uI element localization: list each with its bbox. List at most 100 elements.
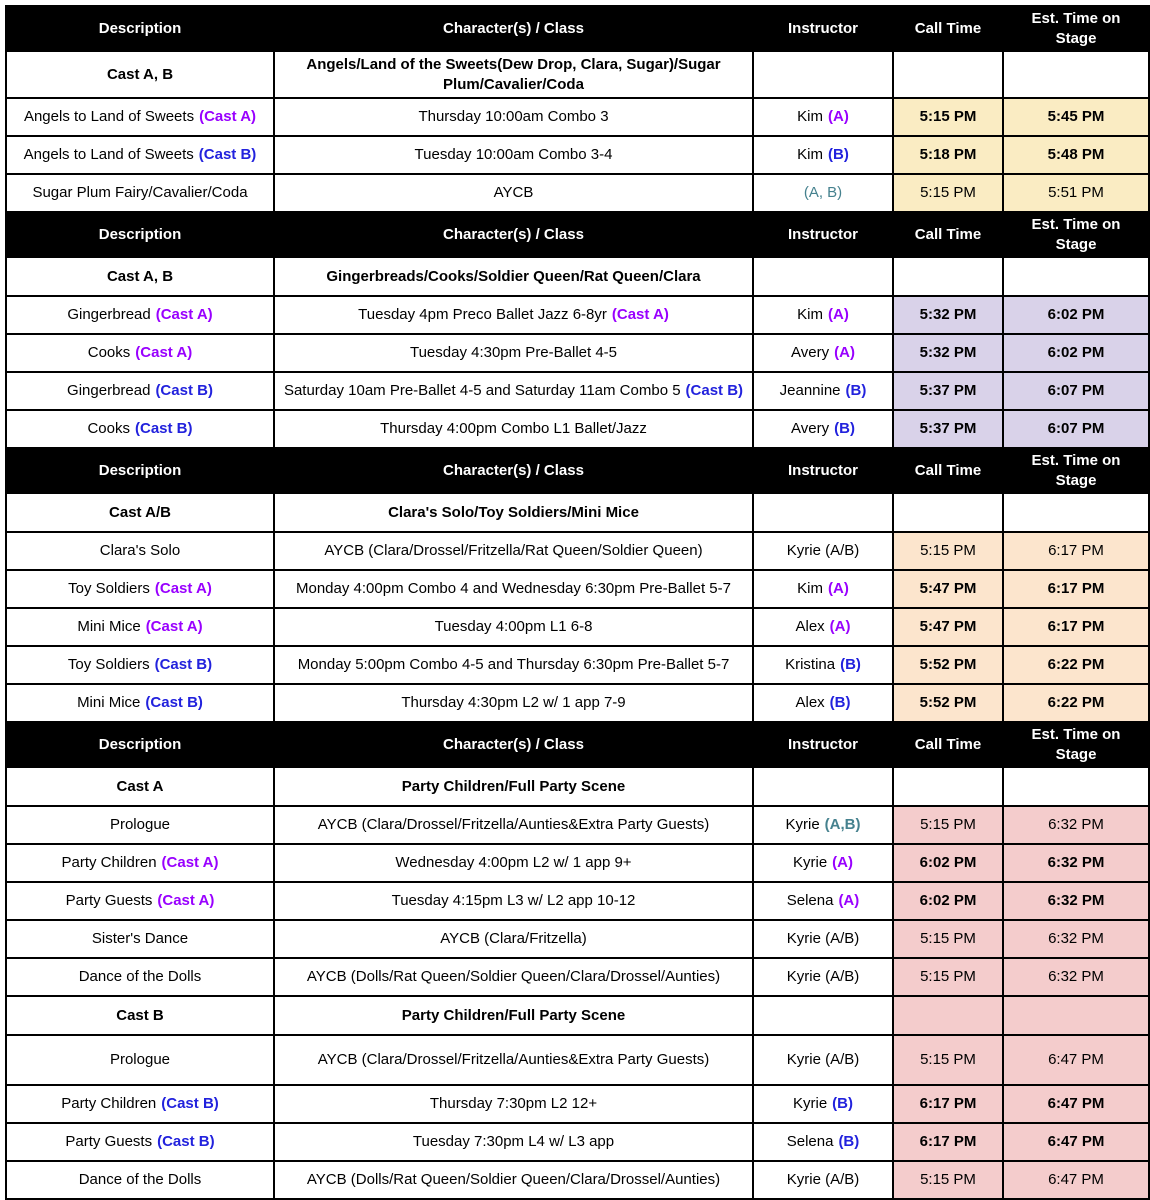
column-header-0: Description	[5, 5, 275, 52]
table-row: Dance of the Dolls AYCB (Dolls/Rat Queen/…	[5, 1160, 1150, 1200]
instructor-cell: Kyrie (A/B)	[752, 531, 894, 571]
instructor-name: Kyrie (A/B)	[786, 1051, 860, 1069]
call-time-value: 5:15 PM	[920, 930, 976, 948]
column-header-1: Character(s) / Class	[273, 5, 754, 52]
instructor-cell: Kim (B)	[752, 135, 894, 175]
instructor-cell: Avery (A)	[752, 333, 894, 373]
table-row: Mini Mice (Cast B) Thursday 4:30pm L2 w/ 1…	[5, 683, 1150, 723]
characters-cell: Monday 4:00pm Combo 4 and Wednesday 6:30…	[273, 569, 754, 609]
est-time-value: 6:22 PM	[1047, 694, 1105, 712]
cast-tag: (Cast A)	[157, 892, 215, 910]
description-cell: Dance of the Dolls	[5, 957, 275, 997]
est-time-cell	[1002, 256, 1150, 297]
instructor-cell: Alex (B)	[752, 683, 894, 723]
cast-characters-cell: Clara's Solo/Toy Soldiers/Mini Mice	[273, 492, 754, 533]
cell-text: Party Children	[61, 854, 157, 872]
cast-label-cell: Cast A	[5, 766, 275, 807]
characters-cell: Tuesday 4:00pm L1 6-8	[273, 607, 754, 647]
cast-tag: (Cast B)	[145, 694, 203, 712]
table-row: Clara's Solo AYCB (Clara/Drossel/Fritzell…	[5, 531, 1150, 571]
cast-tag: (Cast A)	[611, 306, 669, 324]
call-time-value: 5:15 PM	[920, 542, 976, 560]
description-cell: Angels to Land of Sweets (Cast B)	[5, 135, 275, 175]
cast-characters-cell: Party Children/Full Party Scene	[273, 766, 754, 807]
cast-tag: (Cast A)	[135, 344, 193, 362]
column-header-label: Call Time	[914, 19, 982, 37]
instructor-name: Selena	[786, 892, 834, 910]
cell-text: AYCB (Dolls/Rat Queen/Soldier Queen/Clar…	[306, 1171, 721, 1189]
description-cell: Party Children (Cast B)	[5, 1084, 275, 1124]
cast-characters: Clara's Solo/Toy Soldiers/Mini Mice	[388, 503, 639, 521]
call-time-value: 5:32 PM	[919, 344, 977, 362]
est-time-cell	[1002, 50, 1150, 99]
instructor-cell	[752, 256, 894, 297]
cell-text: Tuesday 7:30pm L4 w/ L3 app	[412, 1133, 615, 1151]
instructor-name: Jeannine	[779, 382, 841, 400]
est-time-cell: 6:07 PM	[1002, 409, 1150, 449]
cast-tag: (Cast B)	[685, 382, 744, 400]
column-header-3: Call Time	[892, 447, 1004, 494]
cell-text: Toy Soldiers	[67, 656, 150, 674]
est-time-cell: 6:22 PM	[1002, 645, 1150, 685]
description-cell: Toy Soldiers (Cast B)	[5, 645, 275, 685]
instructor-name: Kyrie	[792, 854, 828, 872]
call-time-cell: 5:15 PM	[892, 531, 1004, 571]
instructor-cell: Selena (B)	[752, 1122, 894, 1162]
instructor-cell: Kyrie (A)	[752, 843, 894, 883]
cast-label-row: Cast A Party Children/Full Party Scene	[5, 766, 1150, 807]
instructor-cell: Kim (A)	[752, 97, 894, 137]
cast-tag: (Cast A)	[199, 108, 257, 126]
est-time-value: 6:47 PM	[1048, 1171, 1104, 1189]
call-time-cell: 5:15 PM	[892, 919, 1004, 959]
call-time-value: 5:15 PM	[920, 1051, 976, 1069]
cast-label: Cast A	[116, 777, 164, 795]
est-time-value: 6:17 PM	[1048, 542, 1104, 560]
instructor-cast-tag: (A)	[828, 108, 849, 126]
column-header-3: Call Time	[892, 211, 1004, 258]
cast-tag: (Cast B)	[154, 656, 213, 674]
description-cell: Toy Soldiers (Cast A)	[5, 569, 275, 609]
call-time-cell: 6:02 PM	[892, 843, 1004, 883]
characters-cell: Saturday 10am Pre-Ballet 4-5 and Saturda…	[273, 371, 754, 411]
cell-text: Sugar Plum Fairy/Cavalier/Coda	[32, 184, 248, 202]
est-time-cell	[1002, 492, 1150, 533]
table-row: Angels to Land of Sweets (Cast A) Thursday…	[5, 97, 1150, 137]
instructor-name: Kristina	[785, 656, 836, 674]
est-time-cell: 6:07 PM	[1002, 371, 1150, 411]
cell-text: AYCB (Clara/Drossel/Fritzella/Aunties&Ex…	[317, 816, 710, 834]
instructor-name: Kyrie (A/B)	[786, 542, 860, 560]
call-time-value: 5:32 PM	[919, 306, 977, 324]
cell-text: Prologue	[109, 1051, 171, 1069]
est-time-value: 6:32 PM	[1048, 816, 1104, 834]
characters-cell: Tuesday 4:30pm Pre-Ballet 4-5	[273, 333, 754, 373]
cell-text: Angels to Land of Sweets	[23, 108, 195, 126]
est-time-cell: 6:17 PM	[1002, 607, 1150, 647]
est-time-value: 6:47 PM	[1047, 1095, 1105, 1113]
instructor-cell: Kyrie (A/B)	[752, 957, 894, 997]
call-time-cell: 5:32 PM	[892, 333, 1004, 373]
est-time-cell: 6:32 PM	[1002, 957, 1150, 997]
call-time-cell: 5:47 PM	[892, 569, 1004, 609]
call-time-cell: 6:17 PM	[892, 1084, 1004, 1124]
instructor-name: Alex	[795, 694, 825, 712]
cell-text: AYCB (Dolls/Rat Queen/Soldier Queen/Clar…	[306, 968, 721, 986]
cell-text: Party Guests	[65, 892, 153, 910]
call-time-cell	[892, 995, 1004, 1036]
column-header-label: Instructor	[787, 461, 858, 479]
cast-label: Cast A, B	[106, 267, 174, 285]
instructor-cell: Avery (B)	[752, 409, 894, 449]
cell-text: Prologue	[109, 816, 171, 834]
cast-characters: Angels/Land of the Sweets(Dew Drop, Clar…	[306, 56, 721, 93]
cast-characters: Party Children/Full Party Scene	[401, 777, 626, 795]
cast-label-cell: Cast A, B	[5, 50, 275, 99]
est-time-cell: 6:32 PM	[1002, 919, 1150, 959]
instructor-cast-tag: (B)	[845, 382, 867, 400]
table-row: Party Guests (Cast A) Tuesday 4:15pm L3 w/…	[5, 881, 1150, 921]
call-time-cell: 5:37 PM	[892, 409, 1004, 449]
instructor-name: Kim	[797, 306, 823, 324]
call-time-value: 5:47 PM	[919, 580, 977, 598]
column-header-4: Est. Time on Stage	[1002, 447, 1150, 494]
cell-text: Party Children	[61, 1095, 157, 1113]
call-time-cell	[892, 492, 1004, 533]
est-time-value: 6:32 PM	[1048, 930, 1104, 948]
